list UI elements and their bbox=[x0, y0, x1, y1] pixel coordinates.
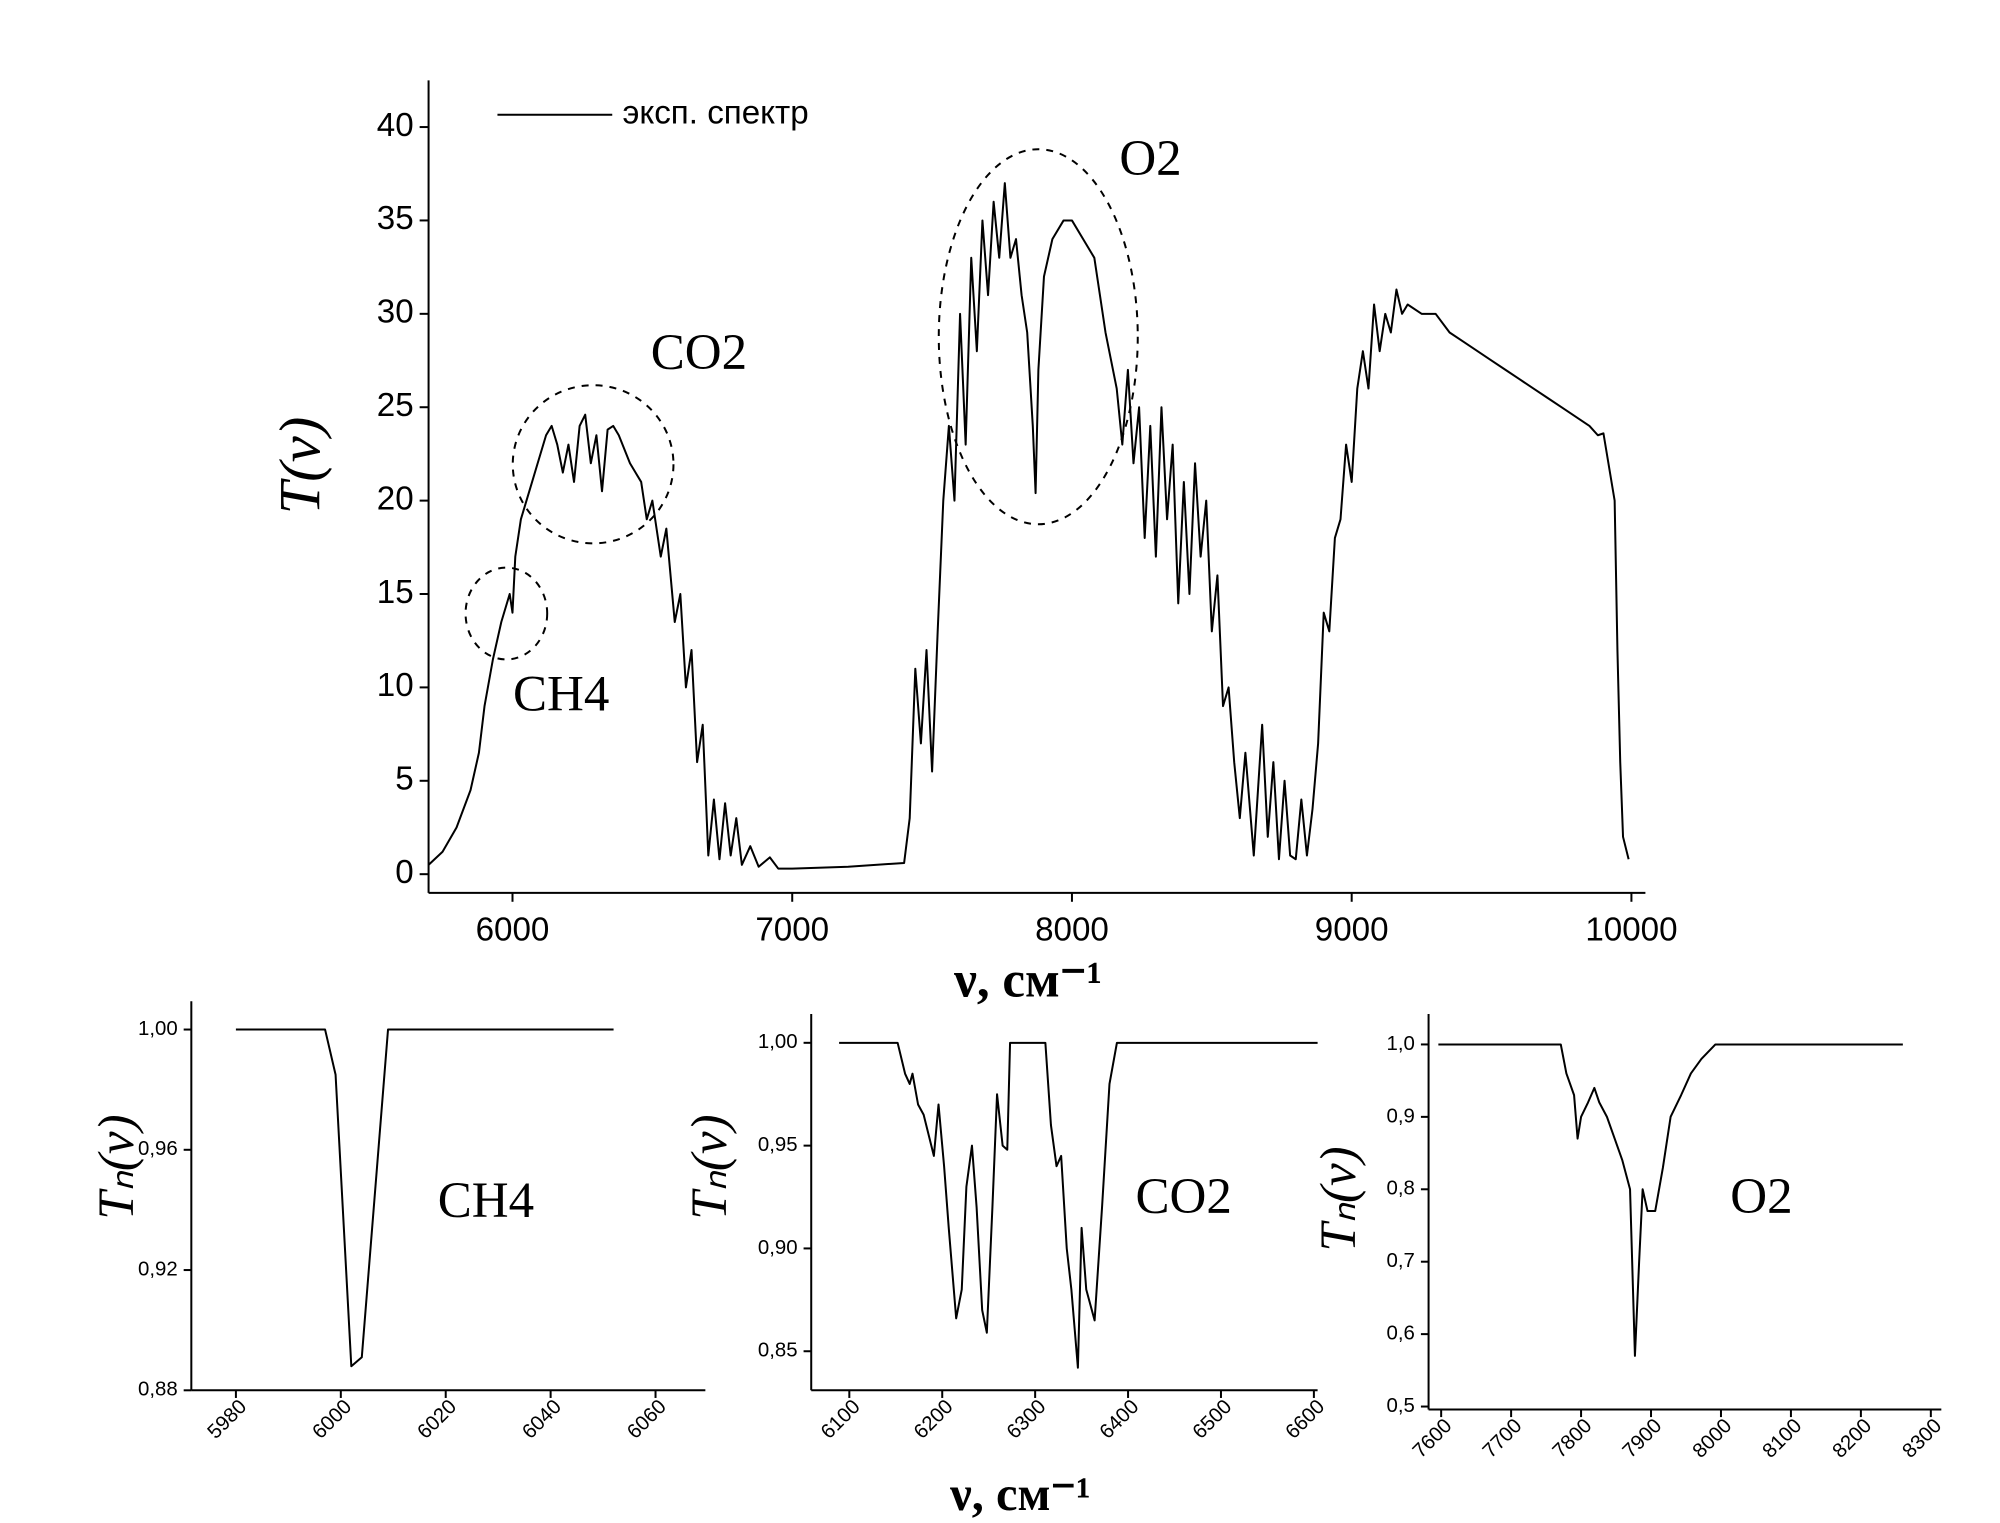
x-tick-label: 7600 bbox=[1409, 1415, 1457, 1463]
y-tick-label: 0,6 bbox=[1387, 1323, 1415, 1345]
y-tick-label: 0,8 bbox=[1387, 1178, 1415, 1200]
spectrum-line bbox=[1438, 1043, 1903, 1357]
x-tick-label: 6100 bbox=[817, 1396, 865, 1444]
spectrum-line bbox=[235, 1028, 614, 1368]
y-tick-label: 15 bbox=[377, 574, 414, 611]
x-tick-label: 6300 bbox=[1003, 1396, 1051, 1444]
y-tick-label: 10 bbox=[377, 667, 414, 704]
y-tick-label: 0,88 bbox=[138, 1379, 178, 1401]
y-axis-label: Tₙ(ν) bbox=[89, 1114, 145, 1219]
x-tick-label: 6200 bbox=[910, 1396, 958, 1444]
x-axis-label: ν, см⁻¹ bbox=[949, 1468, 1091, 1521]
highlight-ellipse bbox=[464, 566, 549, 661]
x-tick-label: 8000 bbox=[1689, 1415, 1737, 1463]
y-tick-label: 0 bbox=[395, 854, 413, 891]
annotation: CH4 bbox=[438, 1173, 534, 1229]
y-tick-label: 0,9 bbox=[1387, 1105, 1415, 1127]
y-tick-label: 0,5 bbox=[1387, 1395, 1415, 1417]
x-tick-label: 9000 bbox=[1315, 911, 1389, 948]
y-tick-label: 40 bbox=[377, 107, 414, 144]
spectrum-line bbox=[839, 1041, 1318, 1369]
x-tick-label: 8300 bbox=[1899, 1415, 1947, 1463]
y-tick-label: 0,95 bbox=[758, 1134, 798, 1156]
annotation: CO2 bbox=[651, 325, 747, 381]
y-tick-label: 0,90 bbox=[758, 1237, 798, 1259]
y-axis-label: Tₙ(ν) bbox=[682, 1114, 738, 1219]
y-tick-label: 1,00 bbox=[138, 1018, 178, 1040]
y-tick-label: 0,96 bbox=[138, 1138, 178, 1160]
y-tick-label: 1,00 bbox=[758, 1031, 798, 1053]
x-tick-label: 10000 bbox=[1585, 911, 1677, 948]
x-tick-label: 6400 bbox=[1096, 1396, 1144, 1444]
x-tick-label: 6000 bbox=[476, 911, 550, 948]
x-tick-label: 6060 bbox=[623, 1396, 671, 1444]
y-tick-label: 5 bbox=[395, 761, 413, 798]
spectrum-line bbox=[427, 182, 1630, 870]
y-axis-label: T(ν) bbox=[268, 417, 333, 515]
y-tick-label: 20 bbox=[377, 480, 414, 517]
y-tick-label: 0,85 bbox=[758, 1340, 798, 1362]
x-tick-label: 7000 bbox=[755, 911, 829, 948]
x-axis-label: ν, см⁻¹ bbox=[953, 952, 1102, 1008]
x-tick-label: 7700 bbox=[1479, 1415, 1527, 1463]
annotation: O2 bbox=[1730, 1169, 1792, 1225]
x-tick-label: 5980 bbox=[204, 1396, 252, 1444]
x-tick-label: 6020 bbox=[413, 1396, 461, 1444]
highlight-ellipse bbox=[511, 384, 675, 545]
x-tick-label: 6040 bbox=[518, 1396, 566, 1444]
y-axis-label: Tₙ(ν) bbox=[1311, 1146, 1367, 1251]
x-tick-label: 7900 bbox=[1619, 1415, 1667, 1463]
y-tick-label: 0,7 bbox=[1387, 1250, 1415, 1272]
x-tick-label: 6500 bbox=[1189, 1396, 1237, 1444]
annotation: CH4 bbox=[513, 667, 609, 723]
legend-label: эксп. спектр bbox=[622, 95, 808, 132]
y-tick-label: 25 bbox=[377, 387, 414, 424]
x-tick-label: 8100 bbox=[1759, 1415, 1807, 1463]
y-tick-label: 30 bbox=[377, 294, 414, 331]
x-tick-label: 6600 bbox=[1282, 1396, 1330, 1444]
y-tick-label: 35 bbox=[377, 200, 414, 237]
y-tick-label: 0,92 bbox=[138, 1258, 178, 1280]
x-tick-label: 8000 bbox=[1035, 911, 1109, 948]
y-tick-label: 1,0 bbox=[1387, 1033, 1415, 1055]
x-tick-label: 6000 bbox=[309, 1396, 357, 1444]
x-tick-label: 7800 bbox=[1549, 1415, 1597, 1463]
annotation: CO2 bbox=[1135, 1169, 1231, 1225]
annotation: O2 bbox=[1119, 131, 1181, 187]
highlight-ellipse bbox=[937, 148, 1139, 526]
x-tick-label: 8200 bbox=[1829, 1415, 1877, 1463]
